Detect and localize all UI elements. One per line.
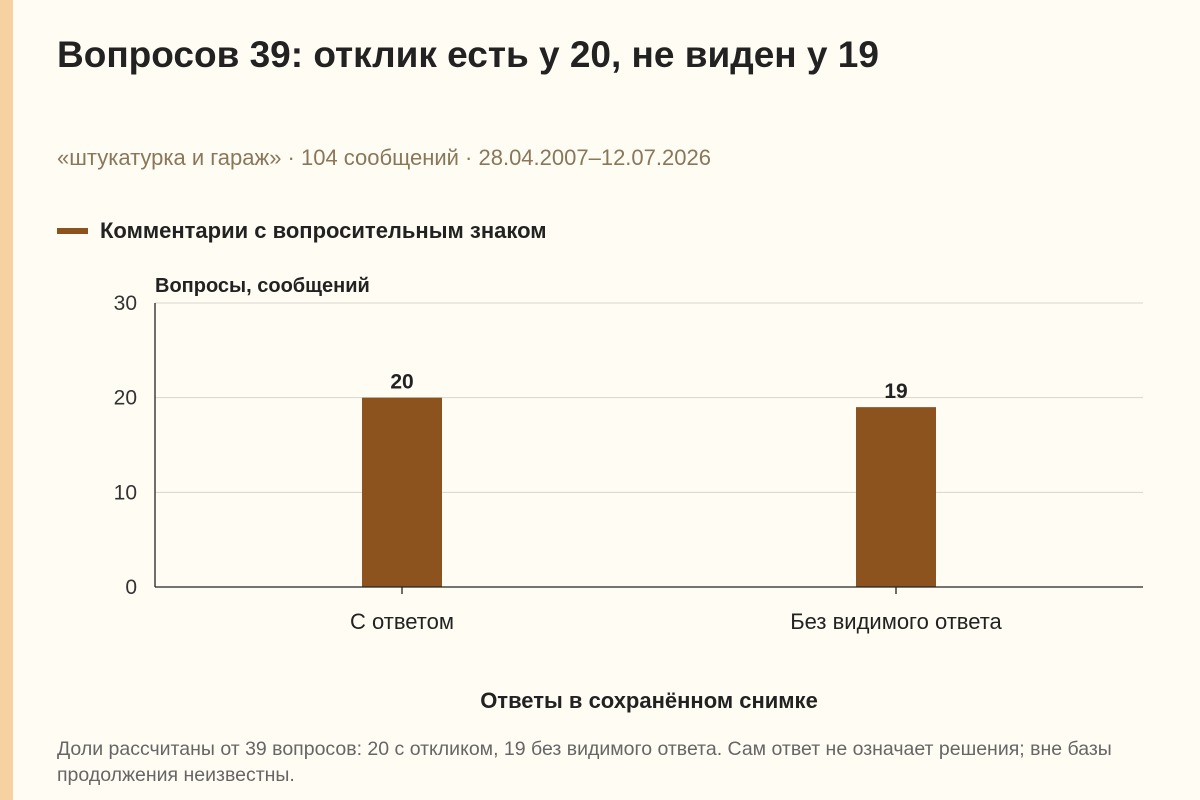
- y-tick-labels: 0 10 20 30: [114, 292, 137, 599]
- data-labels: 20 19: [390, 371, 907, 403]
- accent-strip: [0, 0, 13, 800]
- x-tick-label: С ответом: [350, 609, 454, 634]
- axes: [154, 303, 1143, 594]
- y-tick-label: 20: [114, 387, 137, 410]
- x-tick-labels: С ответом Без видимого ответа: [350, 609, 1003, 634]
- y-axis-label: Вопросы, сообщений: [155, 275, 370, 297]
- legend-swatch: [57, 228, 88, 234]
- chart-title: Вопросов 39: отклик есть у 20, не виден …: [57, 34, 879, 75]
- x-tick-label: Без видимого ответа: [790, 609, 1002, 634]
- data-label: 20: [390, 371, 413, 394]
- legend-label: Комментарии с вопросительным знаком: [100, 218, 547, 243]
- y-tick-label: 10: [114, 481, 137, 504]
- data-label: 19: [884, 380, 907, 403]
- bars: [362, 397, 936, 587]
- x-axis-label: Ответы в сохранённом снимке: [480, 688, 818, 713]
- legend: Комментарии с вопросительным знаком: [57, 218, 547, 244]
- chart-subtitle: «штукатурка и гараж» · 104 сообщений · 2…: [57, 145, 711, 170]
- y-tick-label: 0: [125, 576, 137, 599]
- bar: [856, 407, 936, 587]
- footnote: Доли рассчитаны от 39 вопросов: 20 с отк…: [57, 738, 1112, 786]
- y-tick-label: 30: [114, 292, 137, 315]
- gridlines: [155, 302, 1143, 493]
- bar: [362, 397, 442, 587]
